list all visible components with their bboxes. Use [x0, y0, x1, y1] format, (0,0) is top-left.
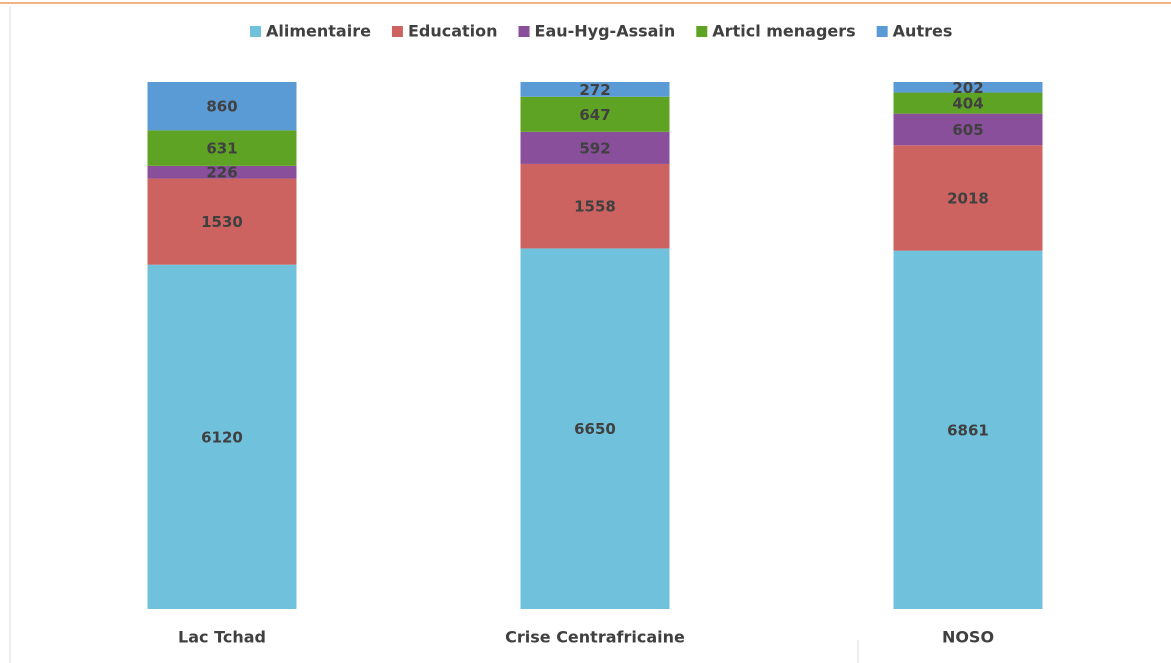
bar-segment: [520, 163, 670, 249]
bar-segment: [147, 82, 297, 131]
data-label: 6120: [201, 428, 243, 446]
legend-label: Autres: [893, 22, 953, 41]
legend-label: Alimentaire: [266, 22, 371, 41]
data-label: 860: [206, 98, 237, 116]
data-label: 592: [579, 139, 610, 157]
data-label: 2018: [947, 189, 989, 207]
data-label: 226: [206, 164, 237, 182]
bar-segment: [520, 96, 670, 132]
legend-swatch: [518, 26, 530, 37]
bar-segment: [147, 178, 297, 265]
legend-label: Articl menagers: [712, 22, 855, 41]
bar-segment: [520, 82, 670, 97]
data-label: 647: [579, 106, 610, 124]
bar-segment: [147, 130, 297, 166]
legend-label: Education: [408, 22, 498, 41]
bar-segment: [893, 92, 1043, 114]
data-label: 631: [206, 140, 237, 158]
data-label: 1558: [574, 198, 616, 216]
bar-segment: [520, 248, 670, 610]
data-label: 1530: [201, 213, 243, 231]
data-label: 404: [952, 95, 983, 113]
x-tick-label: Lac Tchad: [178, 628, 266, 647]
bar-segment: [893, 113, 1043, 146]
legend-swatch: [696, 26, 708, 37]
data-label: 605: [952, 121, 983, 139]
data-label: 6650: [574, 420, 616, 438]
bar-segment: [893, 145, 1043, 251]
bar-segment: [893, 250, 1043, 609]
bar-segment: [147, 165, 297, 179]
x-tick-label: Crise Centrafricaine: [505, 628, 685, 647]
bar-segment: [147, 264, 297, 609]
legend-swatch: [250, 26, 261, 37]
legend-swatch: [391, 26, 403, 37]
bar-segment: [520, 131, 670, 164]
data-label: 202: [952, 79, 983, 97]
legend-swatch: [876, 26, 888, 37]
bar-segment: [893, 82, 1043, 93]
x-tick-label: NOSO: [942, 628, 994, 647]
legend-label: Eau-Hyg-Assain: [535, 22, 676, 41]
data-label: 272: [579, 81, 610, 99]
data-label: 6861: [947, 421, 989, 439]
